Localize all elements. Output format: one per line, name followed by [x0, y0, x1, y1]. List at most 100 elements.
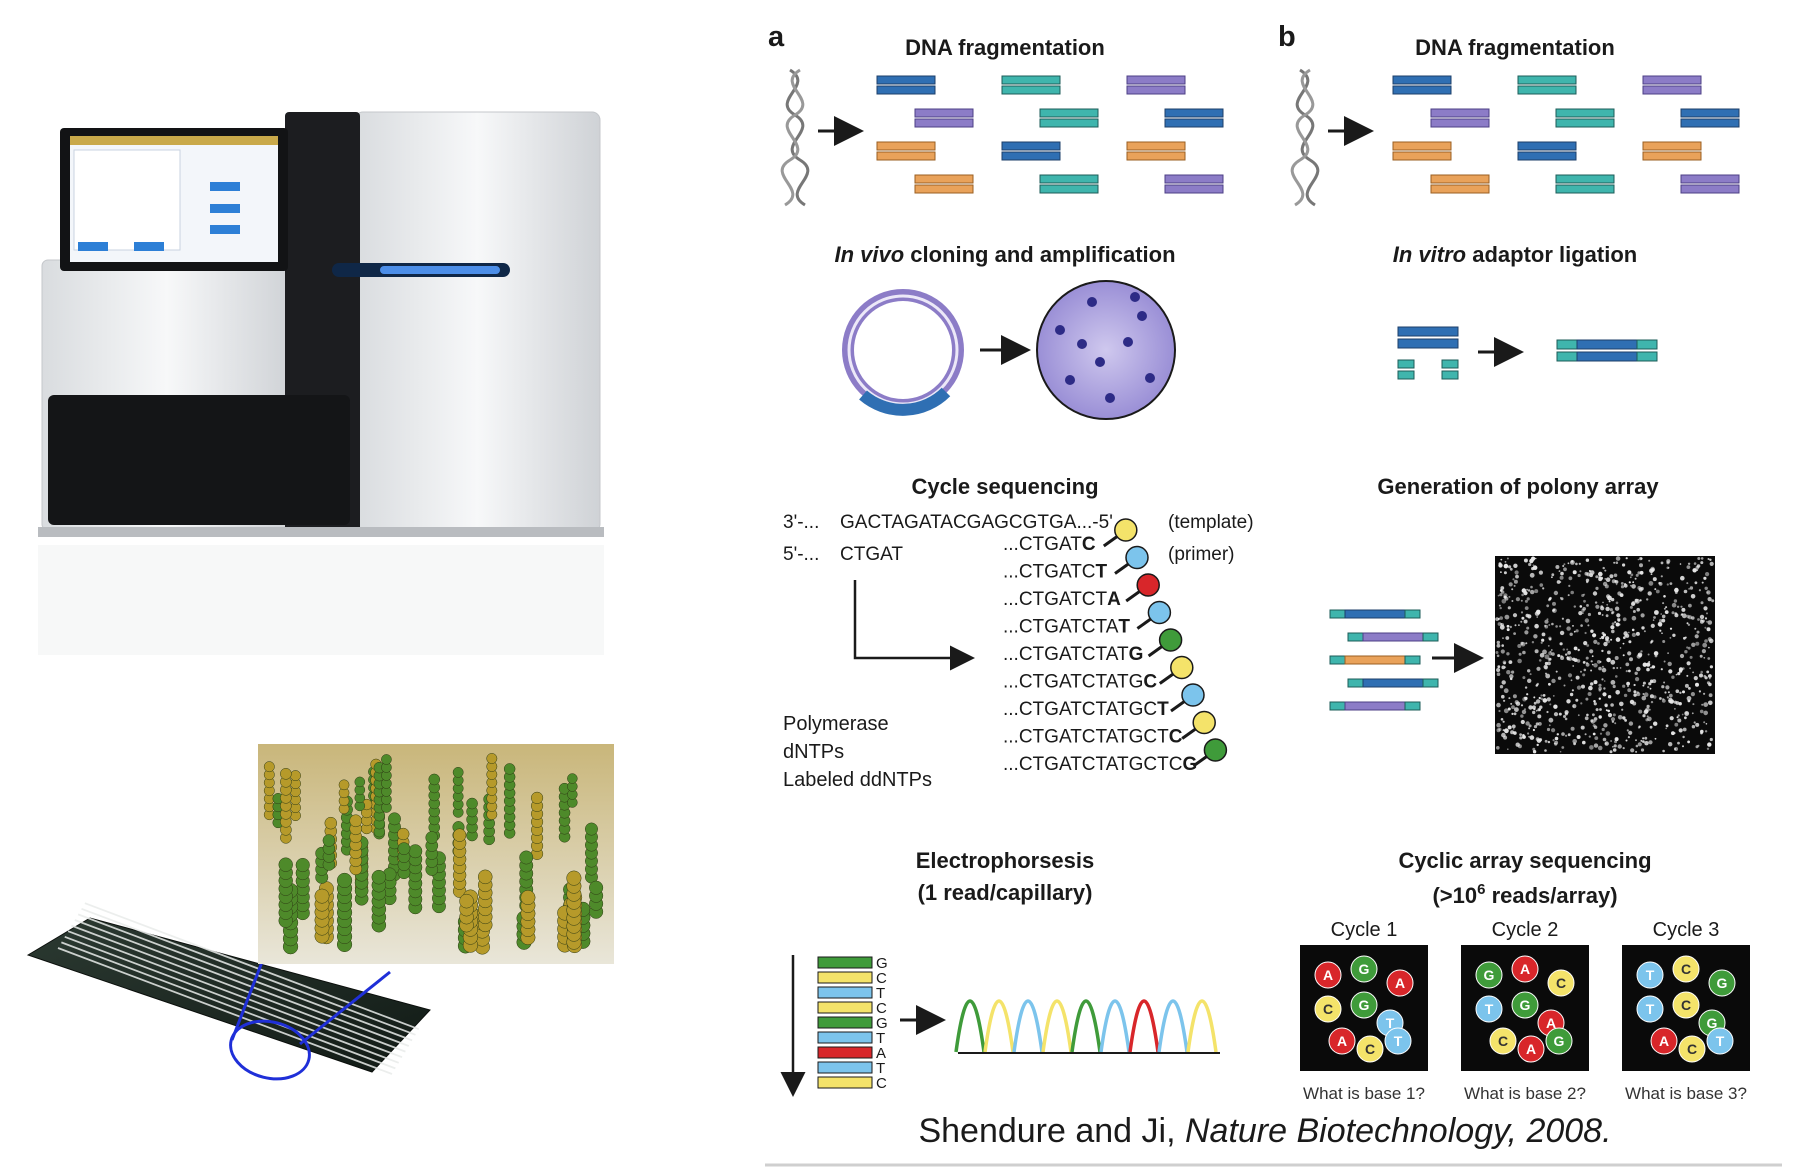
polony-dot: [1665, 727, 1668, 730]
polony-dot: [1609, 608, 1613, 612]
cluster-bead: [381, 754, 392, 765]
polony-dot: [1496, 746, 1500, 750]
flowcell-lane: [64, 935, 400, 1064]
polony-dot: [1674, 722, 1679, 727]
polony-dot: [1601, 727, 1605, 732]
polony-dot: [1582, 661, 1586, 664]
polony-dot: [1526, 693, 1529, 696]
polony-dot: [1700, 561, 1704, 565]
polony-dot: [1500, 623, 1503, 625]
polony-dot: [1593, 680, 1598, 685]
polony-dot: [1630, 584, 1632, 587]
polony-dot: [1500, 586, 1505, 590]
polony-dot: [1608, 600, 1611, 603]
polony-dot: [1665, 606, 1668, 609]
fragment-strand: [1164, 174, 1224, 184]
polony-dot: [1588, 735, 1591, 738]
polony-dot: [1562, 565, 1565, 567]
polony-dot: [1503, 708, 1509, 714]
flowcell-slide: [26, 917, 431, 1073]
polony-dot: [1654, 588, 1657, 591]
trace-peak: [954, 999, 986, 1053]
polony-dot: [1697, 557, 1701, 560]
polony-dot: [1605, 638, 1609, 642]
polony-dot: [1668, 693, 1673, 698]
ligated-product: [1556, 339, 1658, 362]
polony-dot: [1539, 705, 1543, 709]
a-electro-title: Electrophorsesis: [916, 848, 1095, 873]
polony-dot: [1612, 713, 1616, 717]
polony-dot: [1542, 694, 1546, 697]
polony-dot: [1701, 581, 1704, 584]
polony-dot: [1594, 601, 1598, 604]
polony-dot: [1508, 595, 1511, 598]
extension-terminal-base: T: [1157, 699, 1169, 720]
polony-dot: [1572, 625, 1574, 627]
polony-dot: [1660, 668, 1663, 671]
polony-dot: [1703, 576, 1707, 580]
polony-dot: [1500, 718, 1504, 721]
cluster-bead: [452, 766, 464, 778]
polony-dot: [1701, 703, 1704, 706]
polony-dot: [1496, 668, 1501, 672]
polony-dot: [1498, 709, 1501, 713]
polony-dot: [1605, 704, 1608, 708]
polony-dot: [1610, 717, 1616, 722]
base-node-letter: T: [1716, 1033, 1725, 1049]
polony-dot: [1693, 721, 1696, 724]
polony-dot: [1500, 558, 1503, 561]
polony-dot: [1675, 689, 1680, 693]
trace-peak: [1128, 999, 1160, 1053]
base-node: [1517, 1035, 1545, 1063]
fragment-strand: [1392, 151, 1452, 161]
polony-dot: [1649, 708, 1651, 711]
dye-linker: [1125, 589, 1142, 603]
base-node: [1511, 955, 1539, 983]
fragment-strand: [1680, 118, 1740, 128]
polony-dot: [1643, 692, 1649, 697]
polony-dot: [1644, 736, 1648, 740]
polony-dot: [1572, 704, 1577, 709]
electropherogram-trace: [954, 999, 1218, 1053]
polony-dot: [1614, 740, 1618, 744]
polony-dot: [1694, 627, 1697, 630]
polony-dot: [1623, 631, 1628, 636]
polony-dot: [1583, 668, 1587, 672]
polony-dot: [1653, 616, 1656, 619]
polony-dot: [1659, 629, 1662, 632]
polony-dot: [1699, 654, 1703, 658]
polony-dot: [1659, 697, 1662, 700]
polony-dot: [1619, 701, 1624, 707]
fragment-strand: [1430, 118, 1490, 128]
polony-dot: [1677, 672, 1681, 676]
polony-dot: [1551, 573, 1555, 577]
polony-dot: [1626, 681, 1630, 686]
polony-dot: [1686, 565, 1691, 569]
polony-dot: [1590, 669, 1593, 672]
polony-dot: [1524, 606, 1529, 610]
polony-dot: [1551, 678, 1556, 684]
fragment-strand: [1164, 118, 1224, 128]
polony-dot: [1586, 604, 1589, 607]
polony-dot: [1604, 569, 1607, 572]
polony-dot: [1598, 571, 1603, 577]
colony-dots: [1055, 292, 1155, 403]
polony-dot: [1662, 640, 1666, 643]
fragment-strand: [914, 184, 974, 194]
polony-dot: [1627, 685, 1629, 688]
polony-dot: [1582, 612, 1584, 614]
polony-dot: [1628, 640, 1632, 644]
polony-dot: [1652, 619, 1655, 621]
polony-dot: [1606, 657, 1611, 663]
machine-base: [38, 527, 604, 537]
polony-dot: [1535, 699, 1541, 704]
polony-dot: [1595, 586, 1599, 591]
base-node-letter: C: [1681, 997, 1691, 1013]
fragment-strand: [914, 174, 974, 184]
insert-segment: [1344, 701, 1406, 711]
base-node: [1314, 961, 1342, 989]
adaptor-segment: [1347, 632, 1364, 642]
polony-dot: [1595, 604, 1600, 609]
polony-dot: [1657, 621, 1663, 627]
polony-dot: [1702, 642, 1708, 648]
